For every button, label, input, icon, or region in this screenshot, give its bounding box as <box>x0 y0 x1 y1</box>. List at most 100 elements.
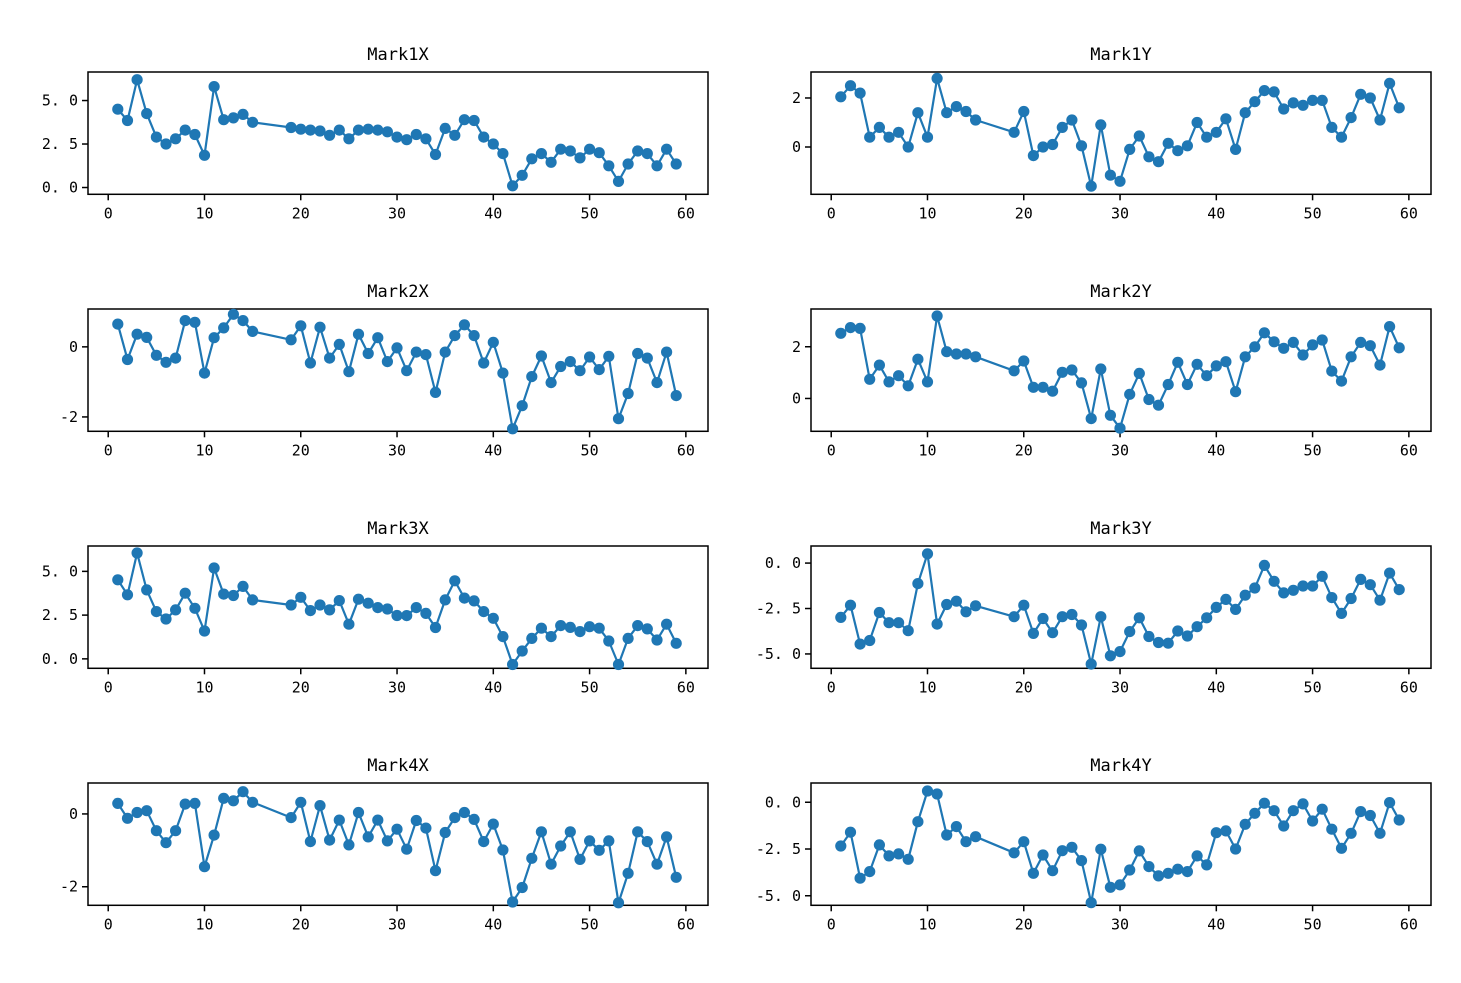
data-point <box>873 121 885 133</box>
data-point <box>1229 603 1241 615</box>
data-point <box>641 352 653 364</box>
data-point <box>1345 592 1357 605</box>
data-point <box>1258 327 1270 339</box>
x-tick-label: 60 <box>677 204 695 222</box>
data-point <box>651 377 663 389</box>
data-point <box>285 121 297 134</box>
data-point <box>1248 807 1260 819</box>
data-point <box>410 814 422 827</box>
data-point <box>295 320 307 332</box>
data-point <box>1152 636 1164 649</box>
data-point <box>1056 121 1068 133</box>
data-point <box>410 128 422 141</box>
axes-frame <box>809 782 1432 907</box>
x-tick-label: 40 <box>1207 441 1225 459</box>
data-point <box>950 348 962 360</box>
subplot-mark1x: Mark1X 0 10 20 30 40 50 60 0. 0 2. 5 5. 0 <box>42 45 709 222</box>
data-point <box>449 812 461 824</box>
data-point <box>429 148 442 161</box>
data-point <box>362 831 374 843</box>
data-point <box>1075 619 1087 631</box>
data-point <box>1345 112 1357 124</box>
x-tick-label: 30 <box>1111 678 1129 696</box>
subplot-mark2y: Mark2Y 0 10 20 30 40 50 60 0 2 <box>791 282 1432 459</box>
chart-title: Mark2X <box>367 282 429 302</box>
data-point <box>304 605 316 617</box>
x-tick-label: 50 <box>581 441 599 459</box>
data-point <box>1354 573 1366 585</box>
data-point <box>189 316 201 328</box>
x-tick-label: 10 <box>918 915 936 933</box>
data-line <box>839 314 1400 430</box>
data-point <box>247 594 259 606</box>
y-tick-label: 0 <box>791 138 800 156</box>
data-point <box>661 831 673 843</box>
data-point <box>1152 870 1164 882</box>
data-point <box>1373 359 1386 371</box>
data-point <box>1239 818 1251 830</box>
data-point <box>324 129 336 141</box>
data-point <box>892 848 904 860</box>
data-point <box>969 114 981 126</box>
data-point <box>352 806 365 819</box>
data-point <box>854 872 866 884</box>
x-tick-label: 50 <box>581 915 599 933</box>
data-point <box>1027 381 1039 393</box>
data-point <box>314 125 326 137</box>
data-point <box>410 602 422 614</box>
data-point <box>295 123 307 135</box>
data-point <box>1008 365 1020 377</box>
data-point <box>873 839 885 851</box>
data-point <box>372 814 384 826</box>
data-point <box>1113 879 1126 891</box>
y-tick-label: -2. 5 <box>755 600 800 618</box>
data-point <box>834 327 846 339</box>
x-tick-label: 20 <box>292 204 310 222</box>
data-point <box>131 328 143 340</box>
data-point <box>1142 861 1154 873</box>
data-point <box>372 124 384 136</box>
y-tick-label: 0. 0 <box>764 793 800 811</box>
data-point <box>1287 97 1299 109</box>
data-point <box>1113 646 1126 658</box>
data-point <box>1219 593 1231 605</box>
data-point <box>1056 845 1068 857</box>
data-point <box>487 336 499 348</box>
data-point <box>892 617 904 629</box>
data-point <box>1191 116 1203 129</box>
data-point <box>882 376 895 388</box>
data-point <box>497 631 509 643</box>
data-point <box>593 622 605 634</box>
data-point <box>959 348 972 360</box>
data-point <box>1287 336 1299 348</box>
data-point <box>950 595 962 607</box>
data-point <box>574 626 586 638</box>
x-tick-label: 40 <box>484 678 502 696</box>
data-point <box>237 108 249 120</box>
data-point <box>940 107 952 119</box>
x-tick-label: 20 <box>1014 678 1032 696</box>
data-point <box>1219 825 1231 837</box>
data-point <box>295 591 307 603</box>
data-point <box>1316 803 1328 815</box>
data-point <box>1229 843 1241 855</box>
data-point <box>237 315 249 327</box>
data-point <box>1142 630 1154 643</box>
y-tick-label: 2 <box>791 338 800 356</box>
data-point <box>487 612 499 624</box>
data-point <box>1075 855 1087 867</box>
x-tick-label: 40 <box>1207 204 1225 222</box>
data-point <box>622 867 634 879</box>
data-point <box>198 149 211 161</box>
data-point <box>170 133 182 145</box>
data-point <box>1354 88 1366 100</box>
x-tick-label: 50 <box>1303 915 1321 933</box>
data-point <box>314 800 326 812</box>
data-point <box>304 357 316 369</box>
data-point <box>218 114 230 126</box>
data-point <box>112 318 124 330</box>
data-point <box>1200 612 1212 624</box>
data-point <box>545 631 557 643</box>
data-point <box>141 584 153 596</box>
